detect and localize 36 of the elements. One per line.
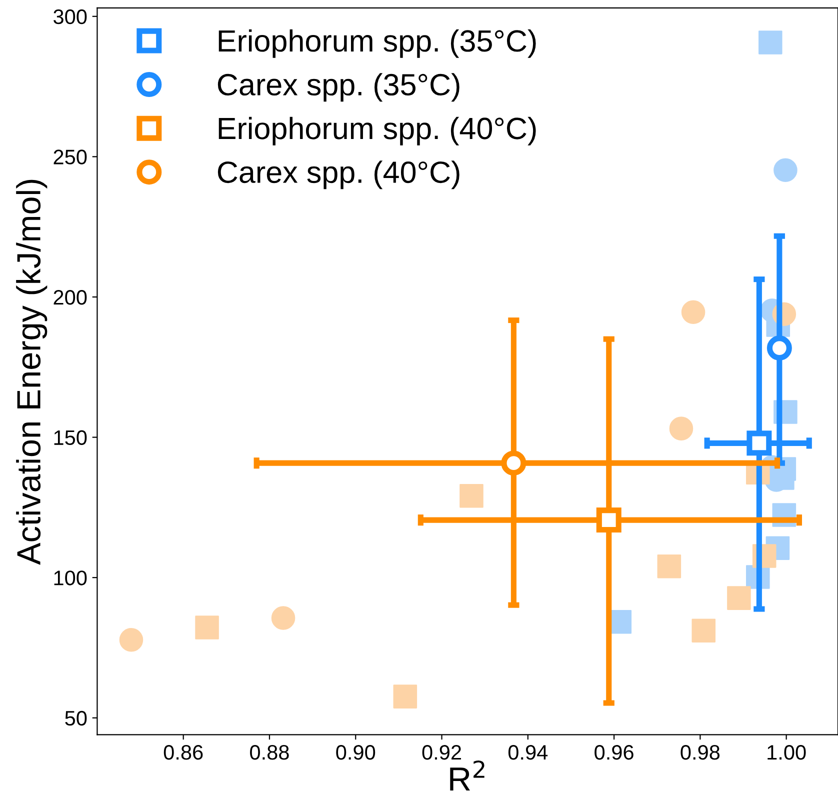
legend-label: Carex spp. (35°C) [218, 73, 460, 102]
y-tick-label: 200 [54, 290, 87, 305]
point [758, 30, 782, 54]
point [746, 430, 772, 456]
x-axis-title: R$^{2}$ [450, 760, 484, 791]
x-tick-label: 0.90 [336, 744, 376, 760]
point [393, 684, 418, 708]
legend-label: Eriophorum spp. (35°C) [218, 29, 536, 58]
point [195, 616, 219, 640]
point [692, 618, 716, 642]
y-tick-label: 150 [54, 430, 87, 446]
x-tick-label: 0.94 [508, 744, 548, 760]
point [766, 336, 792, 361]
x-tick-label: 0.92 [422, 744, 461, 760]
point [460, 484, 484, 508]
y-axis-title: Activation Energy (kJ/mol) [16, 180, 48, 565]
y-tick-label: 250 [54, 150, 87, 164]
x-tick-label: 0.98 [680, 744, 720, 760]
y-tick-label: 50 [65, 710, 87, 726]
point [271, 606, 296, 630]
point [119, 628, 144, 652]
legend-label: Eriophorum spp. (40°C) [218, 116, 536, 146]
y-tick-label: 300 [54, 9, 87, 24]
point [669, 416, 694, 440]
x-tick-label: 1.00 [768, 744, 806, 760]
point [596, 508, 622, 533]
point [501, 450, 526, 476]
x-tick-label: 0.96 [594, 744, 634, 760]
x-tick-label: 0.88 [250, 744, 289, 760]
legend-label: Carex spp. (40°C) [218, 160, 460, 190]
point [727, 586, 751, 610]
point [774, 158, 798, 182]
point [681, 300, 706, 324]
x-tick-label: 0.86 [164, 744, 203, 760]
point [657, 554, 682, 578]
y-tick-label: 100 [54, 570, 87, 586]
